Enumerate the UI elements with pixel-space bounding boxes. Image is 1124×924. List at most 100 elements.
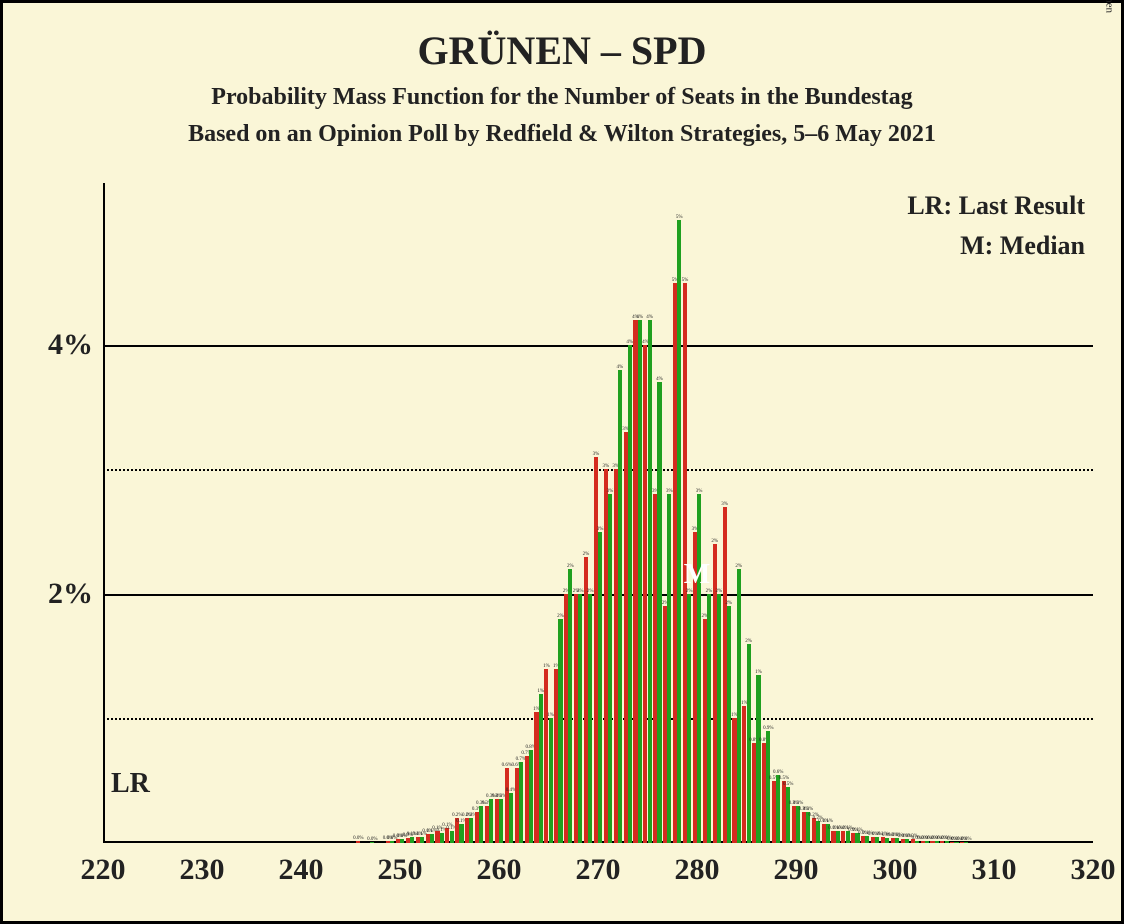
bar-value-label: 0.3% [793,801,803,806]
bar-green: 0.0% [885,838,889,843]
bar-value-label: 4% [626,340,633,345]
bar-green: 0.0% [954,842,958,843]
bar-green: 2% [558,619,562,843]
bar-green: 2% [717,594,721,843]
bar-green: 0.1% [420,837,424,843]
bar-value-label: 2% [567,564,574,569]
x-tick-label: 240 [279,843,324,887]
bar-value-label: 1% [547,713,554,718]
bar-green: 1% [756,675,760,843]
bar-green: 0.0% [915,841,919,843]
bar-value-label: 3% [593,452,600,457]
chart-subtitle-1: Probability Mass Function for the Number… [3,84,1121,111]
copyright-text: © 2021 Filip van Laenen [1103,0,1115,13]
legend-last-result: LR: Last Result [907,191,1085,221]
bar-value-label: 0.6% [502,763,512,768]
bar-value-label: 0.0% [353,836,363,841]
bar-green: 0.1% [440,833,444,843]
bar-green: 3% [598,532,602,843]
x-tick-label: 310 [972,843,1017,887]
bar-green: 1% [549,718,553,843]
bar-value-label: 0.1% [823,819,833,824]
bar-value-label: 0.0% [961,837,971,842]
bar-green: 2% [727,606,731,843]
bar-value-label: 1% [537,689,544,694]
chart-title: GRÜNEN – SPD [3,27,1121,74]
bar-green: 2% [578,594,582,843]
bar-green: 0.0% [370,842,374,843]
y-axis-line [103,183,105,843]
bar-green: 0.0% [935,841,939,843]
bar-value-label: 1% [755,670,762,675]
x-tick-label: 300 [873,843,918,887]
y-tick-label: 4% [48,328,103,362]
bar-green: 0.3% [499,799,503,843]
x-tick-label: 230 [180,843,225,887]
bar-green: 2% [568,569,572,843]
bar-green: 0.1% [410,837,414,843]
bar-green: 2% [687,594,691,843]
chart-subtitle-2: Based on an Opinion Poll by Redfield & W… [3,121,1121,148]
bar-value-label: 3% [721,502,728,507]
bar-value-label: 4% [617,365,624,370]
median-marker: M [684,559,710,591]
bar-green: 1% [539,694,543,843]
bar-green: 0.7% [519,762,523,843]
gridline-minor [103,469,1093,471]
x-tick-label: 270 [576,843,621,887]
bar-value-label: 0.2% [452,813,462,818]
bar-green: 0.0% [400,839,404,843]
bar-value-label: 2% [745,639,752,644]
x-tick-label: 290 [774,843,819,887]
bar-green: 0.6% [776,775,780,843]
bar-value-label: 5% [676,215,683,220]
bar-green: 0.4% [509,793,513,843]
bar-value-label: 3% [607,489,614,494]
bar-green: 3% [697,494,701,843]
bar-value-label: 3% [602,464,609,469]
bar-value-label: 2% [557,614,564,619]
bar-value-label: 0.6% [773,770,783,775]
bar-value-label: 0.9% [763,726,773,731]
bar-green: 2% [588,594,592,843]
bar-green: 0.1% [450,831,454,843]
chart-plot-area: 2%4%2202302402502602702802903003103200.0… [103,183,1093,843]
bar-green: 0.3% [479,806,483,843]
bar-green: 0.1% [430,834,434,843]
bar-value-label: 3% [666,489,673,494]
bar-value-label: 2% [716,589,723,594]
x-tick-label: 250 [378,843,423,887]
bar-green: 0.1% [459,824,463,843]
x-tick-label: 220 [81,843,126,887]
bar-value-label: 4% [646,315,653,320]
bar-green: 0.0% [905,839,909,843]
bar-value-label: 4% [656,377,663,382]
bar-value-label: 2% [735,564,742,569]
bar-value-label: 2% [583,552,590,557]
bar-green: 0.5% [786,787,790,843]
bar-value-label: 4% [636,315,643,320]
bar-green: 2% [707,594,711,843]
y-tick-label: 2% [48,577,103,611]
bar-value-label: 0.0% [367,837,377,842]
last-result-marker: LR [111,768,150,800]
bar-value-label: 2% [725,601,732,606]
bar-value-label: 2% [577,589,584,594]
x-tick-label: 260 [477,843,522,887]
bar-red: 0.0% [356,841,360,843]
bar-green: 4% [628,345,632,843]
bar-value-label: 0.5% [783,782,793,787]
bar-green: 0.3% [489,799,493,843]
bar-green: 0.0% [964,842,968,843]
bar-value-label: 3% [597,527,604,532]
x-tick-label: 320 [1071,843,1116,887]
bar-green: 0.0% [390,841,394,843]
bar-value-label: 1% [543,664,550,669]
bar-green: 4% [657,382,661,843]
bar-green: 0.1% [875,837,879,843]
bar-value-label: 2% [711,539,718,544]
bar-green: 4% [618,370,622,843]
bar-green: 3% [667,494,671,843]
bar-green: 5% [677,220,681,843]
bar-green: 0.9% [766,731,770,843]
